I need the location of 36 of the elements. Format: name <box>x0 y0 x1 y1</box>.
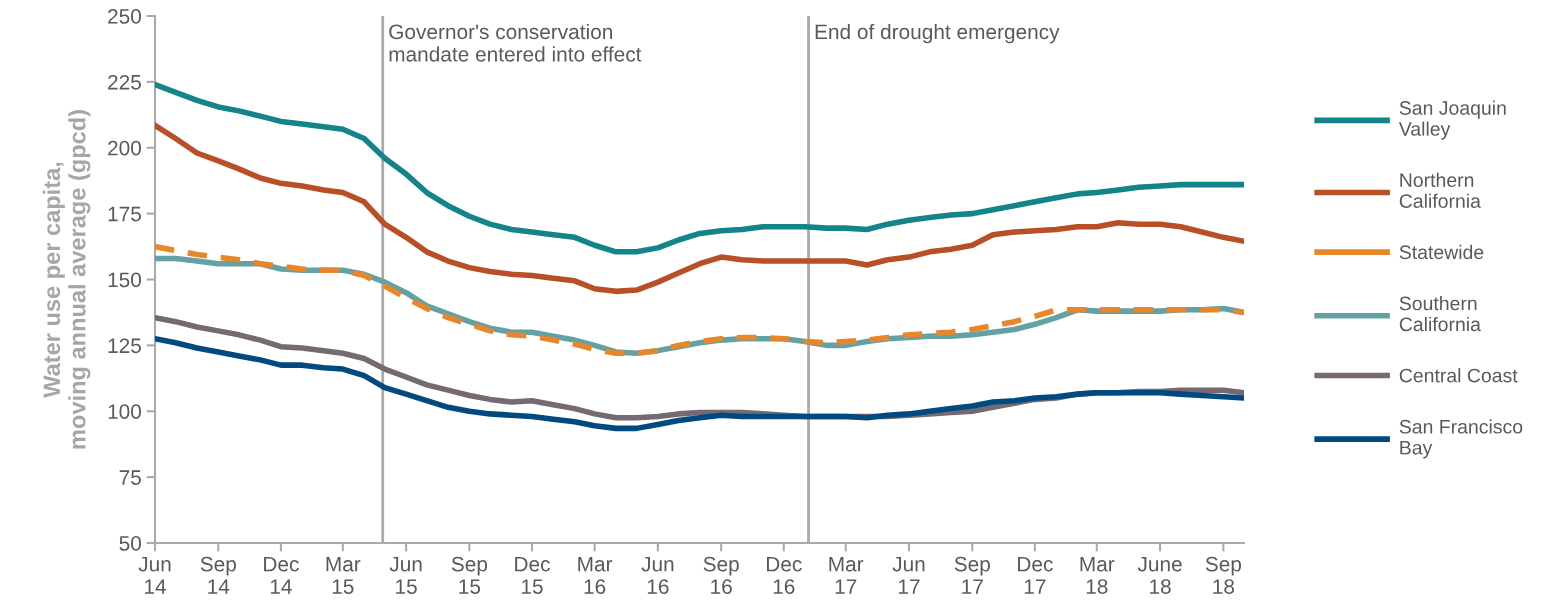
legend-label: San Francisco Bay <box>1399 419 1523 459</box>
y-tick-label: 75 <box>119 470 141 485</box>
y-tick-label: 125 <box>108 338 141 354</box>
x-tick-label: June 18 <box>1137 556 1182 594</box>
x-tick-label: Sep 18 <box>1205 556 1242 594</box>
x-tick-label: Sep 16 <box>703 556 739 594</box>
x-tick-label: Dec 16 <box>766 556 802 594</box>
x-tick-label: Sep 17 <box>954 556 990 594</box>
legend-label: San Joaquin Valley <box>1398 100 1506 140</box>
x-tick-label: Mar 18 <box>1080 556 1115 594</box>
x-tick-label: Dec 15 <box>515 556 550 594</box>
legend-label: Southern California <box>1399 296 1481 332</box>
x-tick-label: Dec 17 <box>1018 556 1053 594</box>
ref-line-label: Governor's conservation mandate entered into effect <box>389 23 642 62</box>
x-tick-label: Sep 15 <box>451 556 488 594</box>
y-tick-label: 100 <box>108 404 141 419</box>
x-tick-label: Jun 14 <box>138 556 171 594</box>
ref-line-label: End of drought emergency <box>815 23 1060 44</box>
legend-label: Statewide <box>1399 244 1484 260</box>
y-tick-label: 150 <box>108 272 141 288</box>
x-tick-label: Mar 16 <box>578 556 613 594</box>
x-tick-label: Jun 15 <box>389 556 422 594</box>
x-tick-label: Mar 17 <box>829 556 864 594</box>
y-tick-label: 225 <box>108 74 141 90</box>
y-tick-label: 50 <box>119 536 141 551</box>
x-tick-label: Mar 15 <box>326 556 361 594</box>
legend-label: Central Coast <box>1399 368 1518 383</box>
y-tick-label: 250 <box>108 9 141 24</box>
y-axis-title: Water use per capita, moving annual average (gpcd) <box>42 110 91 449</box>
legend-label: Northern California <box>1399 172 1481 208</box>
x-tick-label: Sep 14 <box>200 556 236 594</box>
y-tick-label: 175 <box>108 206 141 222</box>
x-tick-label: Dec 14 <box>264 556 299 594</box>
y-tick-label: 200 <box>108 140 141 156</box>
x-tick-label: Jun 17 <box>892 556 925 594</box>
x-tick-label: Jun 16 <box>641 556 674 594</box>
